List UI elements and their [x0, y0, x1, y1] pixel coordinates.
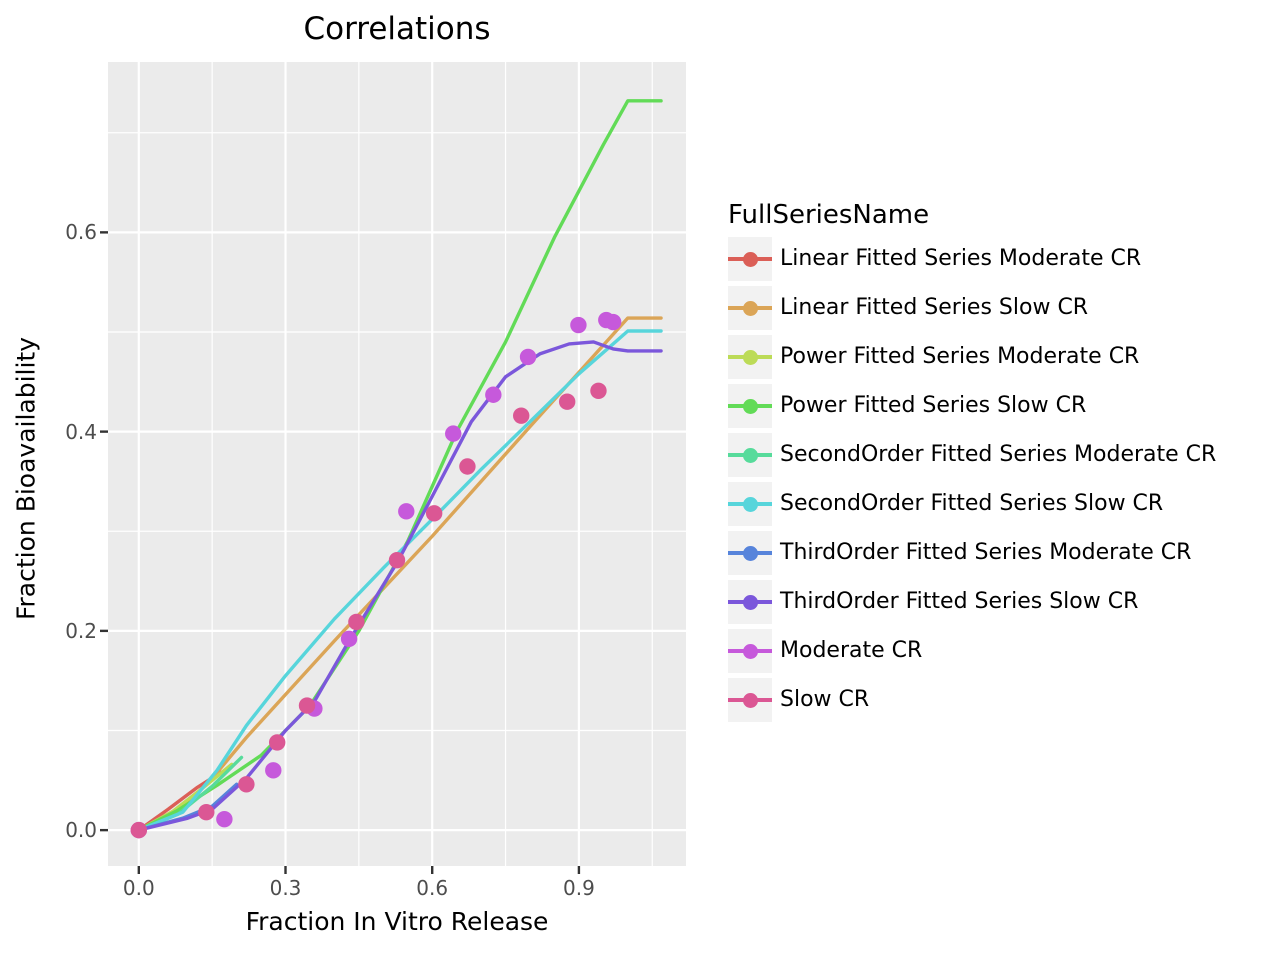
data-point [388, 551, 406, 569]
legend-item: Linear Fitted Series Slow CR [728, 286, 1216, 330]
data-point [340, 630, 358, 648]
y-tick-label: 0.4 [65, 419, 97, 444]
data-point [519, 348, 537, 366]
legend-item: SecondOrder Fitted Series Slow CR [728, 482, 1216, 526]
legend-key-dot [742, 398, 758, 414]
data-point [570, 316, 587, 334]
legend-key-swatch [728, 678, 772, 722]
panel-background [108, 62, 686, 866]
x-tick-label: 0.6 [416, 876, 449, 900]
y-tick-label: 0.2 [65, 618, 97, 643]
legend-item-label: SecondOrder Fitted Series Slow CR [780, 491, 1164, 516]
y-tick-label: 0.6 [65, 220, 97, 245]
legend-item-label: ThirdOrder Fitted Series Moderate CR [780, 540, 1192, 565]
legend-item: ThirdOrder Fitted Series Moderate CR [728, 531, 1216, 575]
legend-item: ThirdOrder Fitted Series Slow CR [728, 580, 1216, 624]
legend-key-swatch [728, 629, 772, 673]
legend-key-dot [742, 349, 758, 365]
legend-item: Linear Fitted Series Moderate CR [728, 237, 1216, 281]
legend-item: Slow CR [728, 678, 1216, 722]
data-point [298, 697, 316, 714]
legend-title: FullSeriesName [728, 200, 930, 230]
legend-key-swatch [728, 286, 772, 330]
legend-key-dot [742, 251, 758, 267]
data-point [348, 613, 365, 631]
legend-key-swatch [728, 384, 772, 428]
data-point [398, 503, 415, 520]
y-axis-title: Fraction Bioavailability [11, 336, 41, 621]
data-point [558, 393, 576, 410]
data-point [198, 804, 215, 821]
data-point [445, 425, 462, 442]
legend-key-dot [742, 300, 758, 316]
legend-item-label: Moderate CR [780, 638, 923, 663]
x-axis-title: Fraction In Vitro Release [245, 907, 549, 936]
legend-key-dot [742, 594, 758, 610]
legend: FullSeriesName Linear Fitted Series Mode… [728, 198, 1216, 727]
legend-key-swatch [728, 335, 772, 379]
legend-item-label: Linear Fitted Series Slow CR [780, 295, 1089, 320]
legend-key-dot [742, 692, 758, 708]
data-point [268, 734, 286, 751]
data-point [485, 386, 502, 403]
legend-key-dot [742, 496, 758, 512]
series-line [137, 340, 663, 832]
legend-item: SecondOrder Fitted Series Moderate CR [728, 433, 1216, 477]
legend-item: Moderate CR [728, 629, 1216, 673]
series-line [137, 316, 663, 832]
data-point [459, 458, 476, 475]
data-point [130, 821, 148, 839]
legend-key-swatch [728, 433, 772, 477]
legend-item-label: SecondOrder Fitted Series Moderate CR [780, 442, 1217, 467]
legend-item-label: Slow CR [780, 687, 870, 712]
legend-item-label: Power Fitted Series Moderate CR [780, 344, 1140, 369]
legend-key-dot [742, 447, 758, 463]
data-point [216, 810, 233, 828]
y-tick-label: 0.0 [65, 818, 97, 843]
data-point [425, 505, 443, 522]
legend-item-label: Power Fitted Series Slow CR [780, 393, 1087, 418]
data-point [238, 776, 255, 793]
data-point [604, 313, 622, 331]
legend-item: Power Fitted Series Slow CR [728, 384, 1216, 428]
legend-key-swatch [728, 531, 772, 575]
legend-item: Power Fitted Series Moderate CR [728, 335, 1216, 379]
chart-title: Correlations [303, 11, 491, 47]
legend-item-list: Linear Fitted Series Moderate CR Linear F… [728, 237, 1216, 722]
legend-item-label: Linear Fitted Series Moderate CR [780, 246, 1142, 271]
legend-key-dot [742, 545, 758, 561]
legend-item-label: ThirdOrder Fitted Series Slow CR [780, 589, 1139, 614]
legend-key-swatch [728, 237, 772, 281]
data-point [590, 382, 607, 399]
legend-key-swatch [728, 580, 772, 624]
legend-key-dot [742, 643, 758, 659]
x-tick-label: 0.3 [269, 876, 302, 900]
x-tick-label: 0.0 [122, 876, 155, 900]
x-tick-label: 0.9 [563, 876, 595, 900]
data-point [265, 762, 282, 779]
data-point [513, 407, 530, 424]
legend-key-swatch [728, 482, 772, 526]
